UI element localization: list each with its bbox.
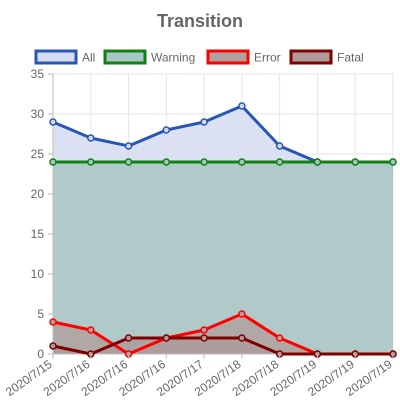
x-axis-ticks: 2020/7/152020/7/162020/7/162020/7/162020… xyxy=(3,354,395,399)
point-fatal[interactable] xyxy=(124,334,133,342)
y-tick-label: 0 xyxy=(37,347,44,361)
legend-label-warning: Warning xyxy=(151,51,195,65)
point-all[interactable] xyxy=(124,142,133,150)
legend-swatch-fatal xyxy=(289,49,333,65)
point-warning[interactable] xyxy=(275,158,284,166)
point-all[interactable] xyxy=(49,118,57,126)
area-warning xyxy=(53,162,393,354)
point-error[interactable] xyxy=(200,326,208,334)
y-tick-label: 25 xyxy=(31,147,45,161)
y-tick-label: 35 xyxy=(31,67,45,81)
point-all[interactable] xyxy=(200,118,208,126)
legend: All Warning Error Fatal xyxy=(34,49,364,65)
y-tick-label: 5 xyxy=(37,307,44,321)
point-all[interactable] xyxy=(162,126,171,134)
legend-label-all: All xyxy=(82,51,95,65)
legend-label-fatal: Fatal xyxy=(337,51,364,65)
point-all[interactable] xyxy=(87,134,95,142)
point-warning[interactable] xyxy=(124,158,133,166)
point-warning[interactable] xyxy=(313,158,322,166)
legend-swatch-all xyxy=(34,49,78,65)
legend-swatch-warning xyxy=(103,49,147,65)
y-axis-ticks: 0 5 10 15 20 25 30 35 xyxy=(31,67,53,361)
point-fatal[interactable] xyxy=(49,342,57,350)
point-error[interactable] xyxy=(275,334,284,342)
point-warning[interactable] xyxy=(162,158,171,166)
area-error xyxy=(53,314,393,354)
y-tick-label: 20 xyxy=(31,187,45,201)
point-warning[interactable] xyxy=(49,158,57,166)
legend-label-error: Error xyxy=(254,51,281,65)
point-warning[interactable] xyxy=(238,158,246,166)
series-lines xyxy=(52,104,393,356)
series-areas xyxy=(53,106,393,354)
legend-item-warning[interactable]: Warning xyxy=(103,49,195,65)
line-fatal xyxy=(52,336,393,356)
point-fatal[interactable] xyxy=(200,334,208,342)
legend-swatch-error xyxy=(206,49,250,65)
point-error[interactable] xyxy=(87,326,95,334)
chart-title: Transition xyxy=(157,11,243,31)
point-warning[interactable] xyxy=(87,158,95,166)
point-error[interactable] xyxy=(238,310,246,318)
point-all[interactable] xyxy=(238,102,246,110)
point-warning[interactable] xyxy=(389,158,397,166)
y-tick-label: 10 xyxy=(31,267,45,281)
point-fatal[interactable] xyxy=(162,334,171,342)
y-tick-label: 30 xyxy=(31,107,45,121)
point-warning[interactable] xyxy=(351,158,359,166)
legend-item-error[interactable]: Error xyxy=(206,49,281,65)
legend-item-fatal[interactable]: Fatal xyxy=(289,49,364,65)
point-fatal[interactable] xyxy=(238,334,246,342)
legend-item-all[interactable]: All xyxy=(34,49,95,65)
point-warning[interactable] xyxy=(200,158,208,166)
point-error[interactable] xyxy=(49,318,57,326)
y-tick-label: 15 xyxy=(31,227,45,241)
point-all[interactable] xyxy=(275,142,284,150)
